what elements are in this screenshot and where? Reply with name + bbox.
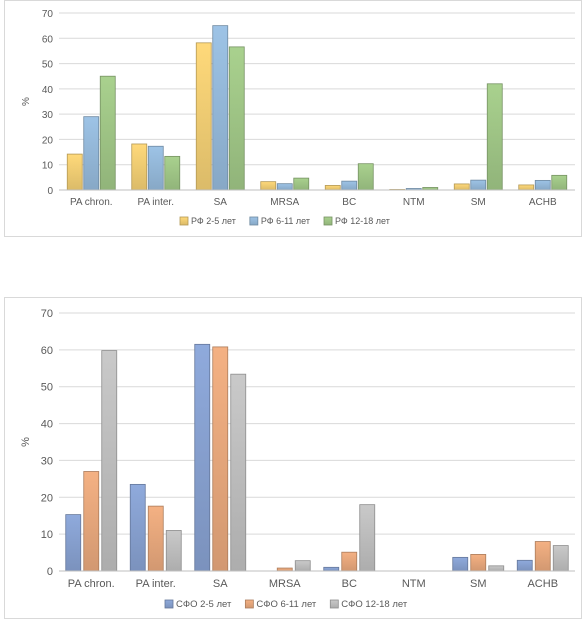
x-tick-label: NTM [403, 197, 425, 208]
bar [324, 185, 341, 191]
x-tick-label: PA chron. [70, 197, 113, 208]
chart-panel-bottom: 0 10 20 30 40 50 60 70% PA chron. PA inter. SA MRSA… [4, 297, 582, 619]
bar [147, 505, 164, 572]
bar [276, 183, 293, 191]
bar [341, 551, 358, 572]
legend-swatch [323, 216, 333, 226]
bar [294, 560, 311, 572]
y-axis-label: % [20, 437, 32, 447]
y-tick-label: 10 [42, 161, 54, 172]
x-tick-label: BC [342, 197, 356, 208]
bar [131, 143, 148, 191]
legend-label: РФ 6-11 лет [261, 216, 310, 226]
bar [260, 181, 277, 191]
y-tick-label: 0 [47, 186, 53, 197]
x-tick-label: ACHB [527, 578, 558, 590]
bar [470, 554, 487, 572]
bar-chart-sfo: 0 10 20 30 40 50 60 70% PA chron. PA inter. SA MRSA… [20, 308, 575, 610]
bar [212, 346, 229, 572]
x-tick-label: MRSA [269, 578, 301, 590]
bar-chart-rf: 0 10 20 30 40 50 60 70% PA chron. PA inter. SA MRSA… [21, 9, 575, 226]
legend-label: РФ 12-18 лет [335, 216, 390, 226]
legend-label: РФ 2-5 лет [191, 216, 236, 226]
x-tick-label: PA inter. [137, 197, 174, 208]
y-tick-label: 10 [41, 529, 53, 541]
bar [99, 75, 116, 191]
y-tick-label: 60 [41, 345, 53, 357]
bar [165, 530, 182, 572]
bar [195, 42, 212, 191]
x-tick-label: BC [342, 578, 357, 590]
bar [470, 179, 487, 191]
y-tick-label: 40 [42, 85, 54, 96]
bar [66, 153, 83, 191]
bar [129, 483, 146, 572]
bar [293, 177, 310, 191]
y-tick-label: 50 [41, 382, 53, 394]
x-tick-label: PA chron. [68, 578, 115, 590]
bar [101, 350, 118, 572]
bar [453, 183, 470, 191]
x-tick-label: SA [214, 197, 228, 208]
y-tick-label: 20 [42, 135, 54, 146]
bar [341, 180, 358, 191]
bar [551, 174, 568, 191]
bar [359, 504, 376, 572]
y-tick-label: 70 [41, 308, 53, 320]
y-tick-label: 30 [41, 455, 53, 467]
legend-swatch [164, 599, 174, 609]
legend-swatch [249, 216, 259, 226]
bar [147, 145, 164, 191]
y-tick-label: 30 [42, 110, 54, 121]
bar [357, 163, 374, 191]
x-tick-label: ACHB [529, 197, 557, 208]
y-tick-label: 60 [42, 34, 54, 45]
legend-label: СФО 2-5 лет [176, 599, 232, 610]
bar [228, 46, 245, 191]
bar [552, 545, 569, 572]
bar [323, 566, 340, 572]
chart-panel-top: 0 10 20 30 40 50 60 70% PA chron. PA inter. SA MRSA… [4, 0, 582, 237]
y-tick-label: 20 [41, 492, 53, 504]
x-tick-label: PA inter. [136, 578, 176, 590]
legend-swatch [244, 599, 254, 609]
x-tick-label: SM [471, 197, 486, 208]
y-tick-label: 40 [41, 419, 53, 431]
y-axis-label: % [21, 97, 32, 106]
bar [212, 25, 229, 191]
bar [534, 541, 551, 572]
y-tick-label: 0 [47, 566, 53, 578]
bar [534, 179, 551, 191]
bar [83, 116, 100, 191]
bar [194, 343, 211, 572]
bar [518, 184, 535, 191]
x-tick-label: MRSA [270, 197, 299, 208]
bar [164, 155, 181, 191]
x-tick-label: SM [470, 578, 487, 590]
legend-swatch [329, 599, 339, 609]
y-tick-label: 70 [42, 9, 54, 20]
y-tick-label: 50 [42, 60, 54, 71]
legend-swatch [179, 216, 189, 226]
bar [65, 514, 82, 572]
legend-label: СФО 6-11 лет [256, 599, 317, 610]
bar [83, 471, 100, 572]
bar [452, 556, 469, 572]
bar [488, 565, 505, 572]
bar [516, 559, 533, 572]
legend-label: СФО 12-18 лет [341, 599, 408, 610]
bar [230, 373, 247, 572]
bar [486, 83, 503, 191]
x-tick-label: SA [213, 578, 228, 590]
x-tick-label: NTM [402, 578, 426, 590]
